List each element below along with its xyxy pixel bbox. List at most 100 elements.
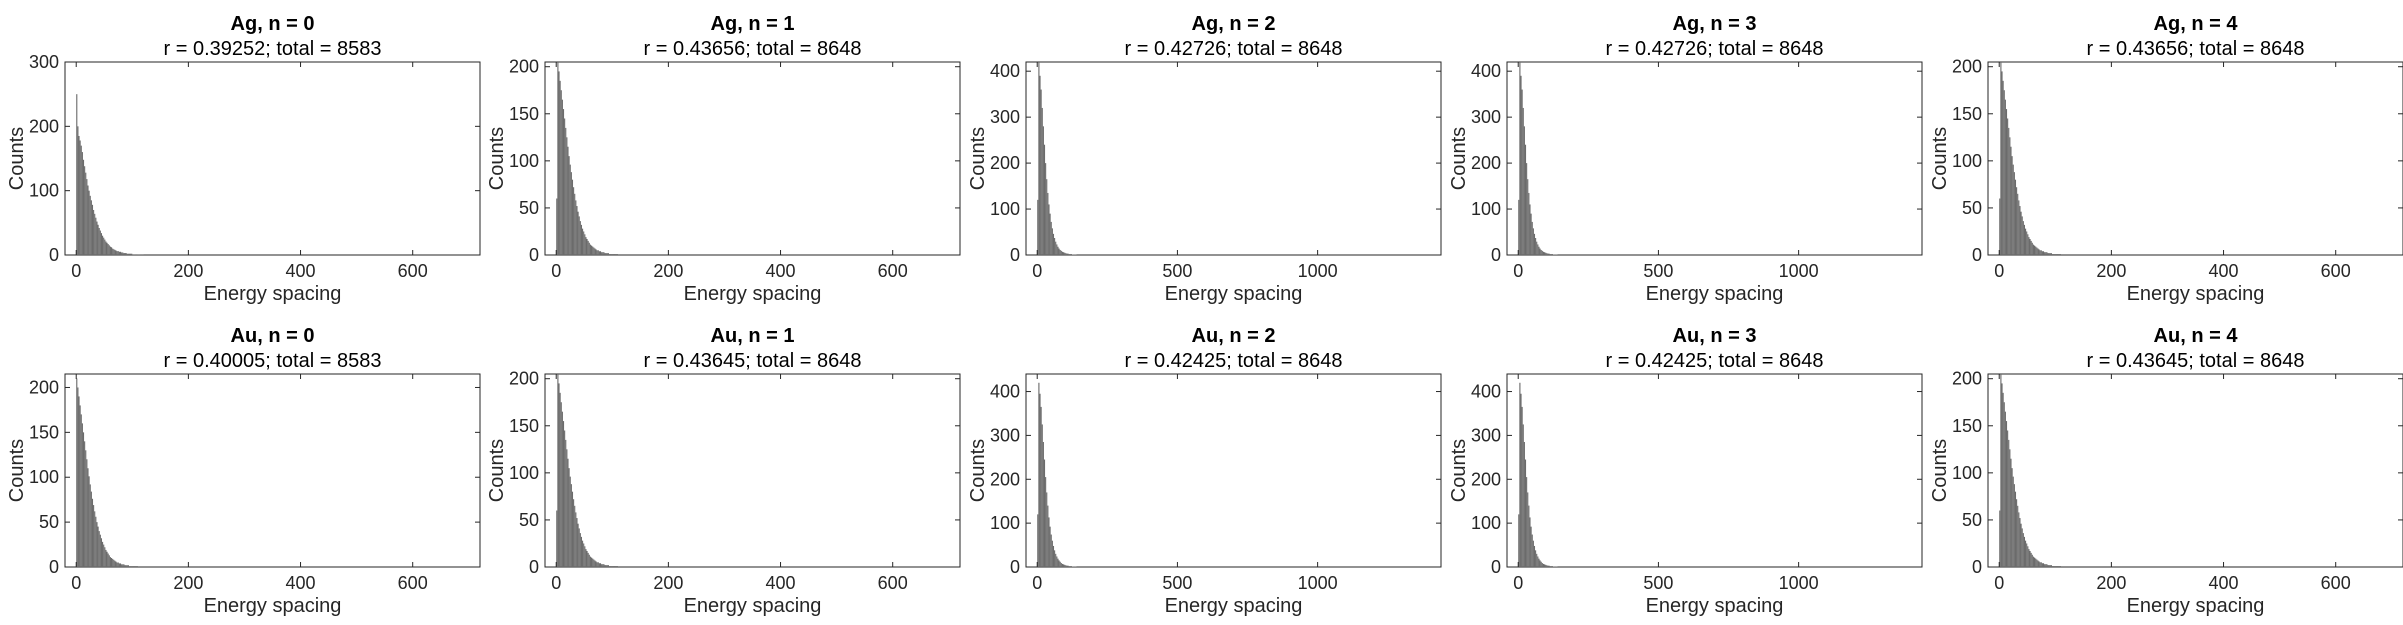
histogram-bar — [2038, 561, 2040, 567]
y-tick-label: 400 — [1471, 382, 1501, 402]
histogram-bar — [2014, 179, 2017, 255]
histogram-bar — [587, 240, 589, 255]
histogram-bars — [1518, 382, 1558, 567]
y-tick-label: 0 — [529, 557, 539, 577]
histogram-bar — [1544, 252, 1546, 255]
histogram-bar — [588, 242, 590, 255]
histogram-panel-1: Ag, n = 0 r = 0.39252; total = 8583 0 200 40… — [6, 13, 481, 305]
histogram-bar — [127, 565, 129, 567]
histogram-bar — [1065, 565, 1067, 567]
histogram-bar — [2026, 231, 2028, 255]
histogram-panel-5: Ag, n = 4 r = 0.43656; total = 8648 0 200 40… — [1929, 13, 2403, 305]
histogram-bar — [140, 254, 142, 255]
histogram-bar — [133, 566, 135, 567]
y-tick-label: 0 — [1010, 557, 1020, 577]
histogram-bar — [1067, 565, 1069, 567]
x-tick-label: 400 — [2209, 261, 2239, 281]
histogram-bar — [115, 561, 117, 567]
histogram-bar — [599, 563, 602, 567]
histogram-bar — [2053, 254, 2055, 255]
histogram-bar — [602, 252, 604, 255]
histogram-panel-7: Au, n = 1 r = 0.43645; total = 8648 0 200 40… — [486, 325, 961, 617]
histogram-bar — [117, 251, 119, 255]
histogram-panel-8: Au, n = 2 r = 0.42425; total = 8648 0 500 10… — [967, 325, 1442, 617]
histogram-bar — [2054, 566, 2056, 567]
histogram-bar — [588, 554, 590, 567]
histogram-bar — [1999, 198, 2001, 255]
histogram-bar — [2048, 253, 2050, 255]
histogram-bar — [100, 538, 103, 567]
histogram-bar — [593, 559, 595, 567]
y-axis-label: Counts — [1448, 439, 1470, 502]
x-tick-label: 200 — [653, 261, 683, 281]
x-axis-label: Energy spacing — [204, 595, 342, 617]
histogram-bar — [613, 254, 615, 255]
histogram-bar — [98, 227, 100, 255]
histogram-bar — [1548, 253, 1550, 255]
y-tick-label: 300 — [990, 425, 1020, 445]
histogram-bar — [85, 450, 87, 567]
histogram-bar — [2011, 156, 2013, 255]
histogram-bar — [2036, 247, 2038, 255]
histogram-bar — [576, 518, 578, 567]
x-axis-label: Energy spacing — [204, 283, 342, 305]
y-axis-label: Counts — [967, 127, 989, 190]
histogram-bar — [121, 252, 123, 255]
histogram-bar — [2054, 254, 2056, 255]
x-tick-label: 200 — [2096, 261, 2126, 281]
histogram-bar — [579, 221, 581, 255]
histogram-bar — [595, 561, 597, 567]
histogram-bar — [113, 559, 115, 567]
histogram-bar — [1520, 393, 1522, 567]
histogram-bar — [1524, 144, 1527, 255]
histogram-bar — [1041, 424, 1043, 567]
histogram-bar — [1057, 558, 1059, 567]
histogram-bar — [93, 505, 95, 567]
histogram-bars — [556, 374, 618, 567]
histogram-bar — [2003, 402, 2005, 567]
histogram-bar — [1549, 566, 1551, 567]
histogram-bar — [2049, 253, 2051, 255]
histogram-bar — [128, 566, 131, 567]
histogram-bar — [596, 562, 598, 567]
histogram-bar — [1526, 163, 1528, 255]
histogram-bar — [2001, 71, 2003, 255]
x-tick-label: 400 — [766, 261, 796, 281]
x-tick-label: 600 — [398, 573, 428, 593]
histogram-bar — [573, 499, 575, 567]
y-tick-label: 100 — [1952, 151, 1982, 171]
histogram-bar — [2046, 252, 2048, 255]
histogram-bar — [1999, 510, 2001, 567]
x-axis-label: Energy spacing — [1646, 595, 1784, 617]
histogram-bar — [583, 231, 585, 255]
y-tick-label: 100 — [1952, 463, 1982, 483]
histogram-bar — [1521, 89, 1523, 255]
histogram-bar — [91, 204, 94, 255]
histogram-bar — [1060, 250, 1062, 255]
histogram-bar — [127, 253, 129, 255]
histogram-bar — [1550, 566, 1552, 567]
panel-title: Au, n = 0 — [231, 325, 315, 347]
histogram-bar — [1530, 213, 1532, 255]
y-tick-label: 150 — [509, 416, 539, 436]
histogram-bar — [88, 190, 90, 255]
histogram-bar — [583, 543, 585, 567]
histogram-bar — [584, 234, 586, 255]
histogram-bar — [137, 254, 140, 255]
histogram-bars — [556, 62, 618, 256]
histogram-bar — [2042, 251, 2045, 255]
histogram-bar — [2009, 449, 2011, 567]
histogram-bar — [88, 476, 90, 567]
histogram-bar — [1535, 550, 1537, 567]
histogram-bar — [603, 252, 605, 255]
histogram-bar — [95, 516, 97, 567]
histogram-bar — [571, 491, 574, 567]
histogram-bar — [1520, 75, 1522, 255]
histogram-bar — [1527, 179, 1529, 255]
histogram-bar — [1059, 249, 1061, 255]
histogram-bar — [1061, 251, 1064, 255]
histogram-bar — [1548, 565, 1550, 567]
histogram-bar — [606, 565, 608, 567]
histogram-bar — [558, 383, 560, 567]
